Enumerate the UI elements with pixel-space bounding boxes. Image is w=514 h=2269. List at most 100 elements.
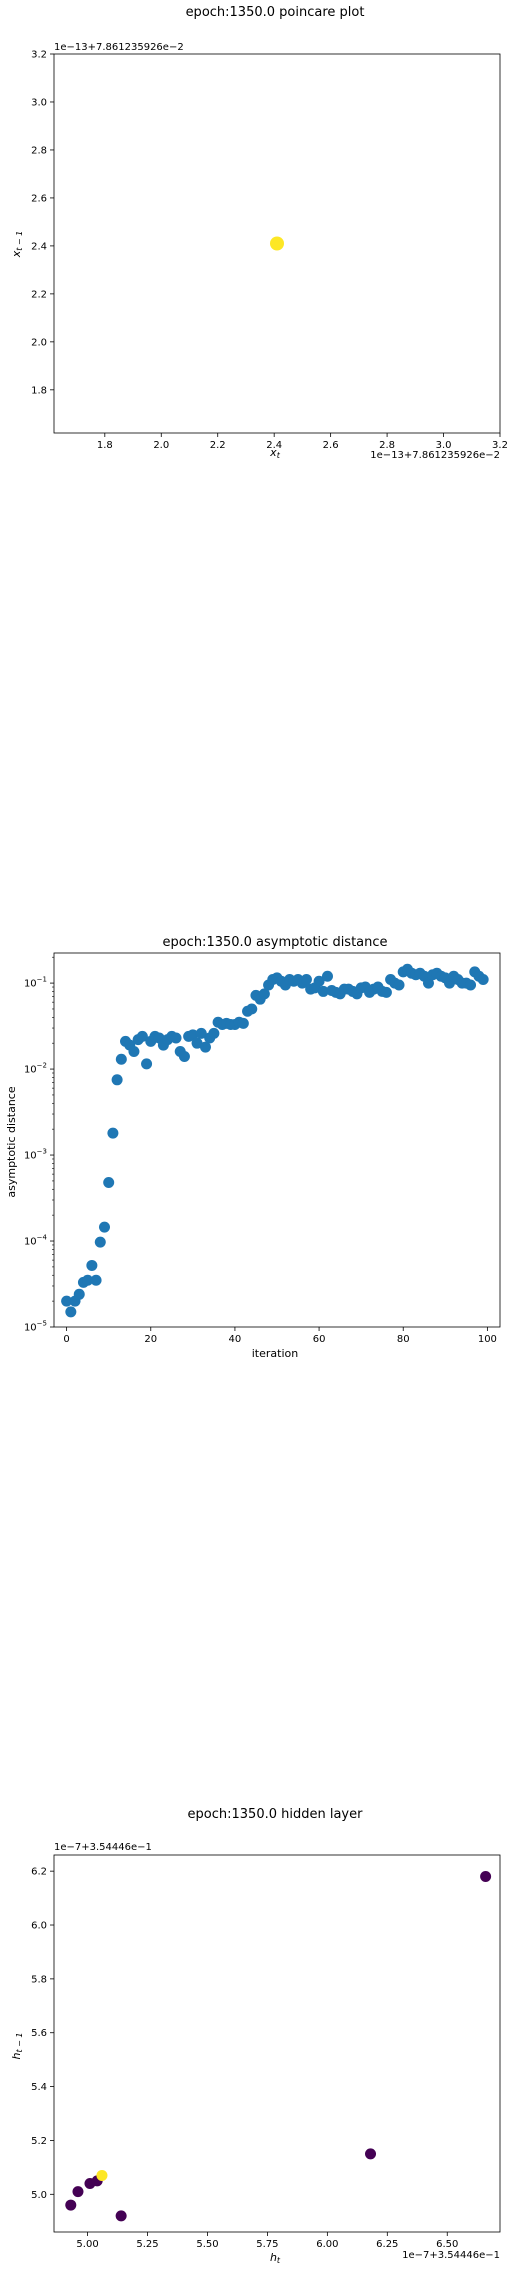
x-tick-label: 2.8 [379,440,395,451]
x-tick-label: 20 [144,1334,157,1345]
poincare-plot: epoch:1350.0 poincare plot 1e−13+7.86123… [10,5,508,461]
y-tick-label: 6.0 [31,1921,47,1932]
distance-point [313,975,325,987]
y-tick-label: 5.0 [31,2190,47,2201]
distance-point [465,979,477,991]
x-tick-label: 2.6 [323,440,339,451]
y-tick-label: 3.0 [31,97,47,108]
x-tick-label: 6.50 [436,2239,458,2250]
hidden-layer-x-axis-label: ht [270,2251,281,2265]
x-tick-label: 6.00 [316,2239,338,2250]
hidden-layer-x-offset-label: 1e−7+3.54446e−1 [402,2250,500,2261]
y-tick-label: 3.2 [31,50,47,61]
distance-point [141,1058,153,1070]
poincare-y-offset-label: 1e−13+7.861235926e−2 [54,42,184,53]
hidden-layer-point [96,2169,108,2181]
y-tick-label: 10−3 [24,1148,47,1162]
distance-point [82,1274,94,1286]
distance-point [90,1274,102,1286]
hidden-layer-point [480,1871,492,1883]
hidden-layer-plot-area [53,1854,501,2233]
x-tick-label: 0 [63,1334,69,1345]
y-tick-label: 10−2 [24,1062,47,1076]
poincare-plot-area [53,53,501,434]
asymptotic-plot-area [53,952,501,1328]
y-tick-label: 1.8 [31,385,47,396]
distance-point [237,1017,249,1029]
distance-point [246,1003,258,1015]
hidden-layer-plot-title: epoch:1350.0 hidden layer [188,1807,364,1822]
y-tick-label: 6.2 [31,1867,47,1878]
poincare-y-axis-label: xt − 1 [10,231,24,259]
asymptotic-plot-title: epoch:1350.0 asymptotic distance [162,935,387,950]
hidden-layer-point [65,2199,77,2211]
distance-point [422,977,434,989]
distance-point [317,985,329,997]
asymptotic-distance-plot: epoch:1350.0 asymptotic distance iterati… [5,935,501,1360]
distance-point [393,979,405,991]
distance-point [65,1306,77,1318]
distance-point [103,1176,115,1188]
distance-point [380,986,392,998]
x-tick-label: 80 [397,1334,410,1345]
x-tick-label: 1.8 [97,440,113,451]
x-tick-label: 2.4 [266,440,282,451]
distance-point [187,1029,199,1041]
y-tick-label: 2.8 [31,145,47,156]
distance-point [258,988,270,1000]
y-tick-label: 5.2 [31,2136,47,2147]
x-tick-label: 100 [478,1334,497,1345]
poincare-x-axis-label: xt [269,446,281,460]
y-tick-label: 2.2 [31,289,47,300]
y-tick-label: 2.0 [31,337,47,348]
x-tick-label: 40 [229,1334,242,1345]
distance-point [300,974,312,986]
y-tick-label: 5.8 [31,1974,47,1985]
distance-point [111,1074,123,1086]
distance-point [208,1027,220,1039]
distance-point [170,1032,182,1044]
distance-point [178,1051,190,1063]
hidden-layer-plot: epoch:1350.0 hidden layer 1e−7+3.54446e−… [10,1807,501,2265]
distance-point [195,1027,207,1039]
x-tick-label: 6.25 [376,2239,398,2250]
hidden-layer-y-offset-label: 1e−7+3.54446e−1 [54,1842,152,1853]
distance-point [321,970,333,982]
poincare-point [270,236,284,251]
distance-point [115,1053,127,1065]
y-tick-label: 2.4 [31,241,47,252]
x-tick-label: 5.25 [136,2239,158,2250]
poincare-x-offset-label: 1e−13+7.861235926e−2 [370,450,500,461]
x-tick-label: 3.2 [492,440,508,451]
x-tick-label: 5.00 [76,2239,98,2250]
poincare-plot-title: epoch:1350.0 poincare plot [186,5,365,20]
y-tick-label: 10−5 [24,1320,47,1334]
distance-point [107,1127,119,1139]
x-tick-label: 2.0 [153,440,169,451]
distance-point [61,1295,73,1307]
distance-point [191,1037,203,1049]
x-tick-label: 5.50 [196,2239,218,2250]
x-tick-label: 5.75 [256,2239,278,2250]
distance-point [73,1288,85,1300]
hidden-layer-point [72,2186,84,2198]
distance-point [98,1221,110,1233]
hidden-layer-point [365,2148,377,2160]
distance-point [86,1259,98,1271]
x-tick-label: 60 [313,1334,326,1345]
y-tick-label: 5.4 [31,2082,47,2093]
y-tick-label: 10−4 [24,1234,48,1248]
distance-point [94,1236,106,1248]
distance-point [477,974,489,986]
distance-point [136,1030,148,1042]
distance-point [128,1046,140,1058]
y-tick-label: 5.6 [31,2028,47,2039]
distance-point [199,1041,211,1053]
y-tick-label: 2.6 [31,193,47,204]
asymptotic-x-axis-label: iteration [252,1347,298,1360]
y-tick-label: 10−1 [24,976,47,990]
hidden-layer-point [115,2210,127,2222]
x-tick-label: 2.2 [210,440,226,451]
hidden-layer-y-axis-label: ht − 1 [10,2033,24,2060]
